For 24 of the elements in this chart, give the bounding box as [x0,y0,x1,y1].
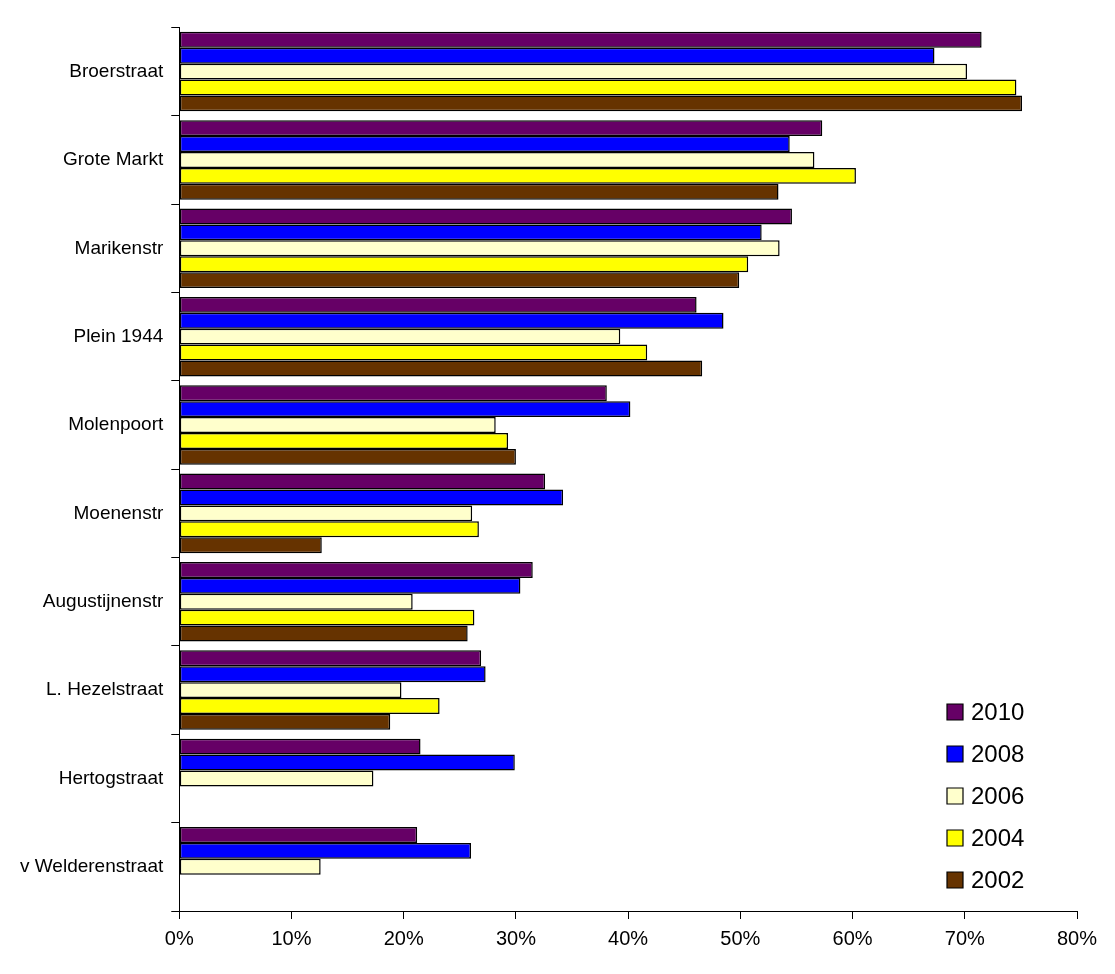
legend-label: 2008 [971,739,1025,767]
x-tick-label: 60% [832,926,873,949]
x-tick-label: 80% [1056,926,1098,949]
legend-label: 2010 [971,697,1025,725]
y-tick-label: Plein 1944 [73,324,164,346]
y-tick-label: L. Hezelstraat [46,678,164,700]
y-tick-label: Broerstraat [69,59,164,81]
legend-label: 2004 [971,823,1025,851]
legend-label: 2002 [971,865,1025,893]
y-tick-label: Marikenstr [74,236,164,258]
x-tick-label: 50% [720,926,761,949]
x-tick-label: 20% [383,926,424,949]
x-tick-label: 70% [944,926,986,949]
legend-label: 2006 [971,781,1025,809]
y-tick-label: Augustijnenstr [42,589,164,611]
y-tick-label: Molenpoort [68,413,164,435]
y-tick-label: Hertogstraat [58,766,164,788]
x-tick-label: 10% [271,926,312,949]
y-tick-label: Moenenstr [73,501,164,523]
y-tick-label: v Welderenstraat [19,855,164,877]
x-tick-label: 0% [164,926,194,949]
x-tick-label: 30% [495,926,537,949]
y-tick-label: Grote Markt [62,148,164,170]
x-tick-label: 40% [608,926,649,949]
